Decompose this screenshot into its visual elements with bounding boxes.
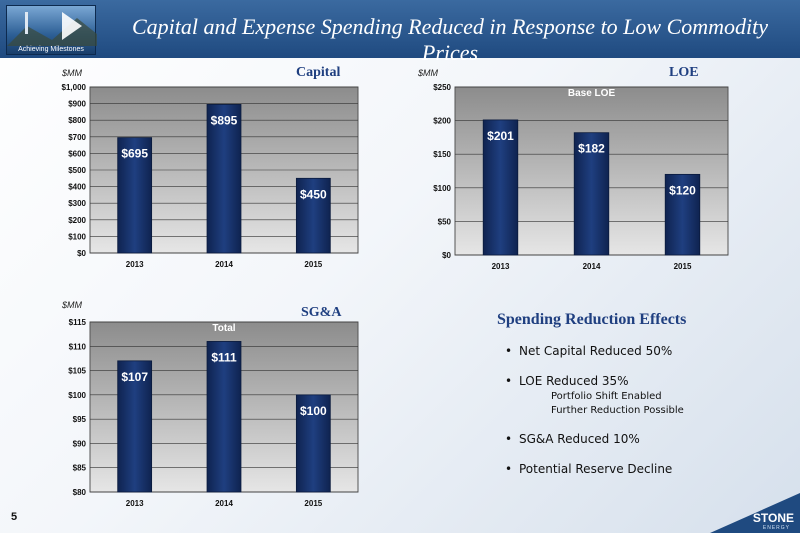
x-tick-label: 2014 xyxy=(215,260,233,269)
y-tick-label: $200 xyxy=(433,117,451,126)
loe-chart: $0 $50 $100 $150 $200 $250 $201 2013 $182 2014 $12… xyxy=(433,83,729,271)
header-logo: Achieving Milestones xyxy=(6,5,97,55)
effect-item-text: Potential Reserve Decline xyxy=(519,462,673,476)
y-tick-label: $200 xyxy=(68,216,86,225)
bullet-icon: • xyxy=(505,344,513,358)
y-tick-label: $600 xyxy=(68,149,86,158)
effect-subitem: Portfolio Shift Enabled xyxy=(551,391,662,402)
data-label: $450 xyxy=(300,187,327,201)
x-tick-label: 2015 xyxy=(304,499,322,508)
y-tick-label: $250 xyxy=(433,83,451,92)
bullet-icon: • xyxy=(505,432,513,446)
x-tick-label: 2013 xyxy=(126,499,144,508)
loe-chart-title: LOE xyxy=(669,65,699,80)
bar xyxy=(573,132,610,256)
y-tick-label: $90 xyxy=(73,439,87,448)
header-bar: Achieving Milestones Capital and Expense… xyxy=(0,0,800,65)
y-tick-label: $100 xyxy=(68,232,86,241)
effect-item: • SG&A Reduced 10% xyxy=(505,432,765,446)
y-tick-label: $1,000 xyxy=(62,83,87,92)
effect-item-text: SG&A Reduced 10% xyxy=(519,432,640,446)
y-tick-label: $900 xyxy=(68,100,86,109)
bar xyxy=(295,177,331,254)
chart-annotation: Base LOE xyxy=(568,88,616,99)
bar xyxy=(206,104,242,254)
y-tick-label: $100 xyxy=(68,391,86,400)
x-tick-label: 2014 xyxy=(215,499,233,508)
loe-unit-label: $MM xyxy=(418,68,438,78)
effects-title: Spending Reduction Effects xyxy=(497,311,687,328)
x-tick-label: 2013 xyxy=(492,262,510,271)
corner-decoration xyxy=(710,493,800,533)
data-label: $182 xyxy=(578,142,605,156)
y-tick-label: $85 xyxy=(73,464,87,473)
data-label: $201 xyxy=(487,129,514,143)
x-tick-label: 2015 xyxy=(674,262,692,271)
effect-subitem: Further Reduction Possible xyxy=(551,405,684,416)
bar xyxy=(295,394,331,493)
bullet-icon: • xyxy=(505,374,513,388)
y-tick-label: $300 xyxy=(68,199,86,208)
y-tick-label: $150 xyxy=(433,150,451,159)
capital-unit-label: $MM xyxy=(62,68,82,78)
data-label: $100 xyxy=(300,404,327,418)
sga-chart-title: SG&A xyxy=(301,305,342,320)
effect-item: • LOE Reduced 35% Portfolio Shift Enable… xyxy=(505,374,765,418)
y-tick-label: $500 xyxy=(68,166,86,175)
effect-item-text: LOE Reduced 35% xyxy=(519,374,629,388)
logo-caption: Achieving Milestones xyxy=(18,46,84,53)
y-tick-label: $800 xyxy=(68,116,86,125)
brand-logo: STONE xyxy=(752,511,794,525)
capital-chart-title: Capital xyxy=(296,65,341,80)
sga-chart: $80 $85 $90 $95 $100 $105 $110 $115 $107 2013 $111… xyxy=(68,318,359,508)
data-label: $111 xyxy=(211,350,237,364)
x-tick-label: 2013 xyxy=(126,260,144,269)
bullet-icon: • xyxy=(505,462,513,476)
bar xyxy=(117,360,153,493)
effects-list: • Net Capital Reduced 50% • LOE Reduced … xyxy=(505,344,765,476)
chart-annotation: Total xyxy=(212,323,235,334)
effect-item: • Potential Reserve Decline xyxy=(505,462,765,476)
page-number: 5 xyxy=(11,511,18,523)
oil-rig-icon xyxy=(7,12,97,46)
page-title: Capital and Expense Spending Reduced in … xyxy=(131,14,769,65)
brand-logo-sub: ENERGY xyxy=(762,525,790,531)
effect-item: • Net Capital Reduced 50% xyxy=(505,344,765,358)
bar xyxy=(117,137,153,254)
effect-item-text: Net Capital Reduced 50% xyxy=(519,344,673,358)
y-tick-label: $0 xyxy=(77,249,86,258)
data-label: $895 xyxy=(211,113,238,127)
x-tick-label: 2015 xyxy=(304,260,322,269)
sga-unit-label: $MM xyxy=(62,300,82,310)
y-tick-label: $105 xyxy=(68,367,86,376)
data-label: $107 xyxy=(121,370,148,384)
y-tick-label: $95 xyxy=(73,415,87,424)
y-tick-label: $50 xyxy=(438,217,452,226)
bar xyxy=(664,173,701,256)
y-tick-label: $115 xyxy=(69,318,87,327)
bar xyxy=(206,341,242,493)
capital-chart: $0 $100 $200 $300 $400 $500 $600 $700 $800 $900 $1… xyxy=(62,83,359,269)
y-tick-label: $100 xyxy=(433,184,451,193)
y-tick-label: $80 xyxy=(73,488,87,497)
x-tick-label: 2014 xyxy=(583,262,601,271)
y-tick-label: $700 xyxy=(68,133,86,142)
data-label: $120 xyxy=(669,183,696,197)
data-label: $695 xyxy=(121,147,148,161)
y-tick-label: $400 xyxy=(68,183,86,192)
bar xyxy=(482,119,519,256)
y-tick-label: $110 xyxy=(69,342,87,351)
y-tick-label: $0 xyxy=(442,251,451,260)
